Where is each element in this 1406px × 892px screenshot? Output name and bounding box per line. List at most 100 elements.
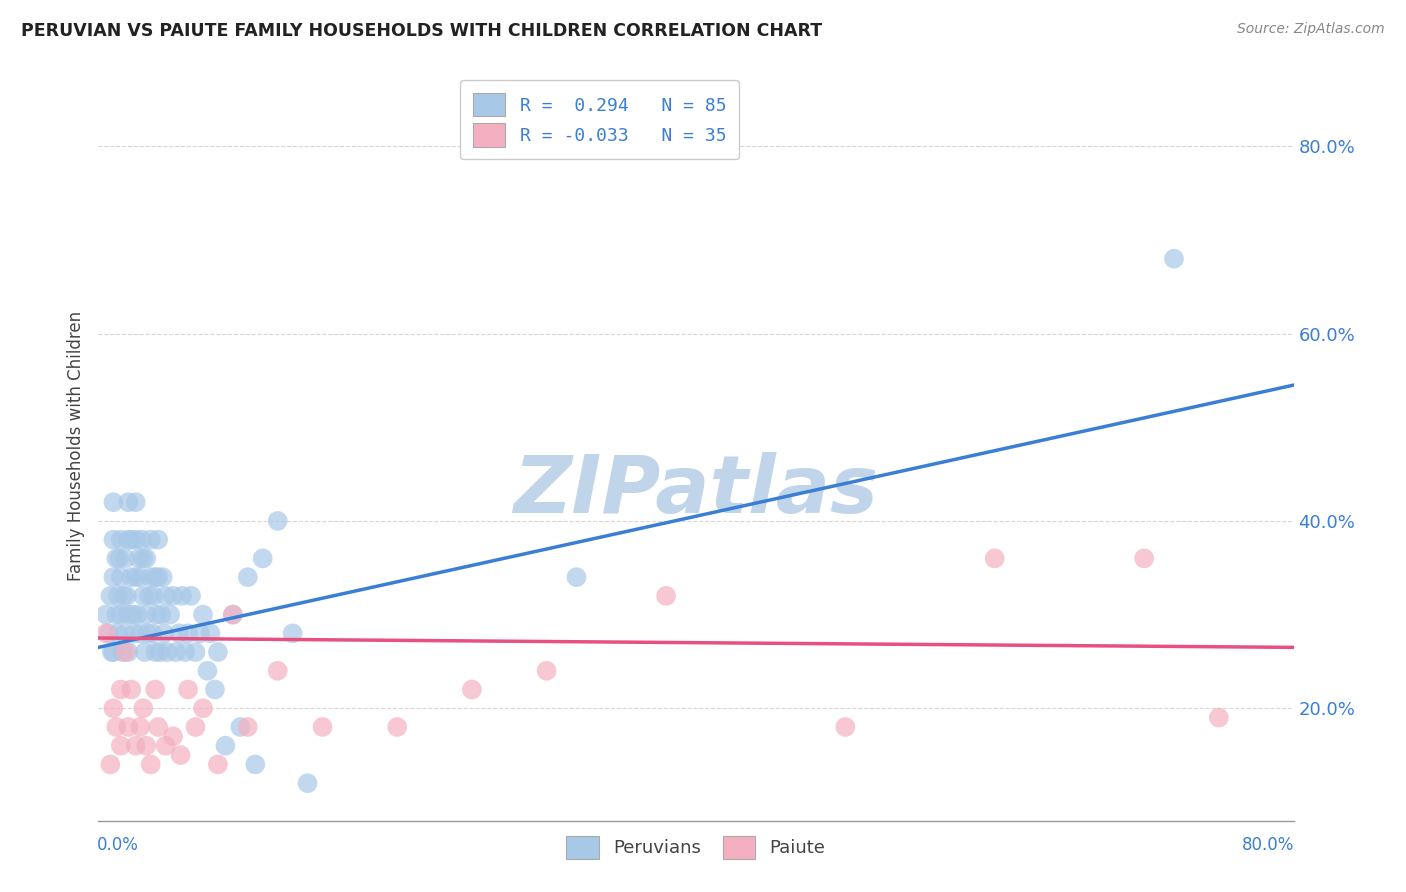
Point (117, 607, 139, 622)
Point (120, 570, 142, 584)
Point (103, 533, 125, 547)
Point (153, 626, 176, 640)
Point (117, 495, 139, 509)
Point (112, 589, 135, 603)
Point (98, 589, 122, 603)
Text: 80.0%: 80.0% (1243, 836, 1295, 854)
Point (143, 570, 166, 584)
Point (135, 551, 157, 566)
Point (125, 533, 148, 547)
Point (149, 645, 172, 659)
Point (139, 757, 162, 772)
Point (167, 626, 190, 640)
Point (131, 533, 153, 547)
Point (1163, 252, 1185, 266)
Point (101, 645, 124, 659)
Point (120, 682, 142, 697)
Point (117, 533, 139, 547)
Point (125, 739, 148, 753)
Point (143, 682, 166, 697)
Legend: Peruvians, Paiute: Peruvians, Paiute (557, 827, 835, 868)
Point (152, 570, 174, 584)
Point (184, 720, 207, 734)
Point (132, 551, 155, 566)
Text: ZIPatlas: ZIPatlas (513, 452, 879, 530)
Point (139, 533, 162, 547)
Point (984, 551, 1007, 566)
Point (252, 551, 274, 566)
Point (110, 533, 132, 547)
Point (125, 570, 148, 584)
Point (108, 551, 131, 566)
Point (148, 533, 170, 547)
Point (145, 607, 167, 622)
Point (110, 607, 132, 622)
Point (97, 626, 120, 640)
Y-axis label: Family Households with Children: Family Households with Children (66, 311, 84, 581)
Point (128, 551, 150, 566)
Point (107, 626, 129, 640)
Point (110, 739, 132, 753)
Point (214, 739, 236, 753)
Point (461, 682, 484, 697)
Point (114, 645, 136, 659)
Point (834, 720, 856, 734)
Point (200, 626, 222, 640)
Point (188, 626, 211, 640)
Point (115, 589, 138, 603)
Point (135, 607, 157, 622)
Point (156, 645, 179, 659)
Point (267, 664, 290, 678)
Point (132, 589, 155, 603)
Point (117, 720, 139, 734)
Point (165, 645, 187, 659)
Point (132, 701, 155, 715)
Point (148, 570, 170, 584)
Point (655, 589, 678, 603)
Point (105, 551, 128, 566)
Point (135, 739, 157, 753)
Point (236, 570, 259, 584)
Point (245, 757, 267, 772)
Point (150, 607, 173, 622)
Point (129, 570, 152, 584)
Point (281, 626, 304, 640)
Point (114, 551, 136, 566)
Point (191, 607, 214, 622)
Point (184, 645, 207, 659)
Point (229, 720, 252, 734)
Point (155, 589, 177, 603)
Point (177, 626, 200, 640)
Point (121, 607, 143, 622)
Point (169, 747, 191, 762)
Point (103, 570, 125, 584)
Point (267, 514, 290, 528)
Point (124, 626, 146, 640)
Point (110, 682, 132, 697)
Point (107, 589, 129, 603)
Text: Source: ZipAtlas.com: Source: ZipAtlas.com (1237, 22, 1385, 37)
Point (125, 495, 148, 509)
Point (162, 589, 184, 603)
Text: PERUVIAN VS PAIUTE FAMILY HOUSEHOLDS WITH CHILDREN CORRELATION CHART: PERUVIAN VS PAIUTE FAMILY HOUSEHOLDS WIT… (21, 22, 823, 40)
Point (536, 664, 558, 678)
Point (103, 645, 125, 659)
Point (172, 589, 194, 603)
Point (105, 607, 128, 622)
Point (180, 589, 202, 603)
Point (207, 757, 229, 772)
Point (139, 570, 162, 584)
Point (174, 645, 197, 659)
Point (142, 589, 165, 603)
Point (138, 589, 160, 603)
Point (114, 626, 136, 640)
Point (236, 720, 259, 734)
Point (127, 607, 149, 622)
Point (191, 701, 214, 715)
Text: 0.0%: 0.0% (97, 836, 139, 854)
Point (159, 607, 181, 622)
Point (143, 645, 166, 659)
Point (1208, 710, 1230, 724)
Point (207, 645, 229, 659)
Point (117, 645, 139, 659)
